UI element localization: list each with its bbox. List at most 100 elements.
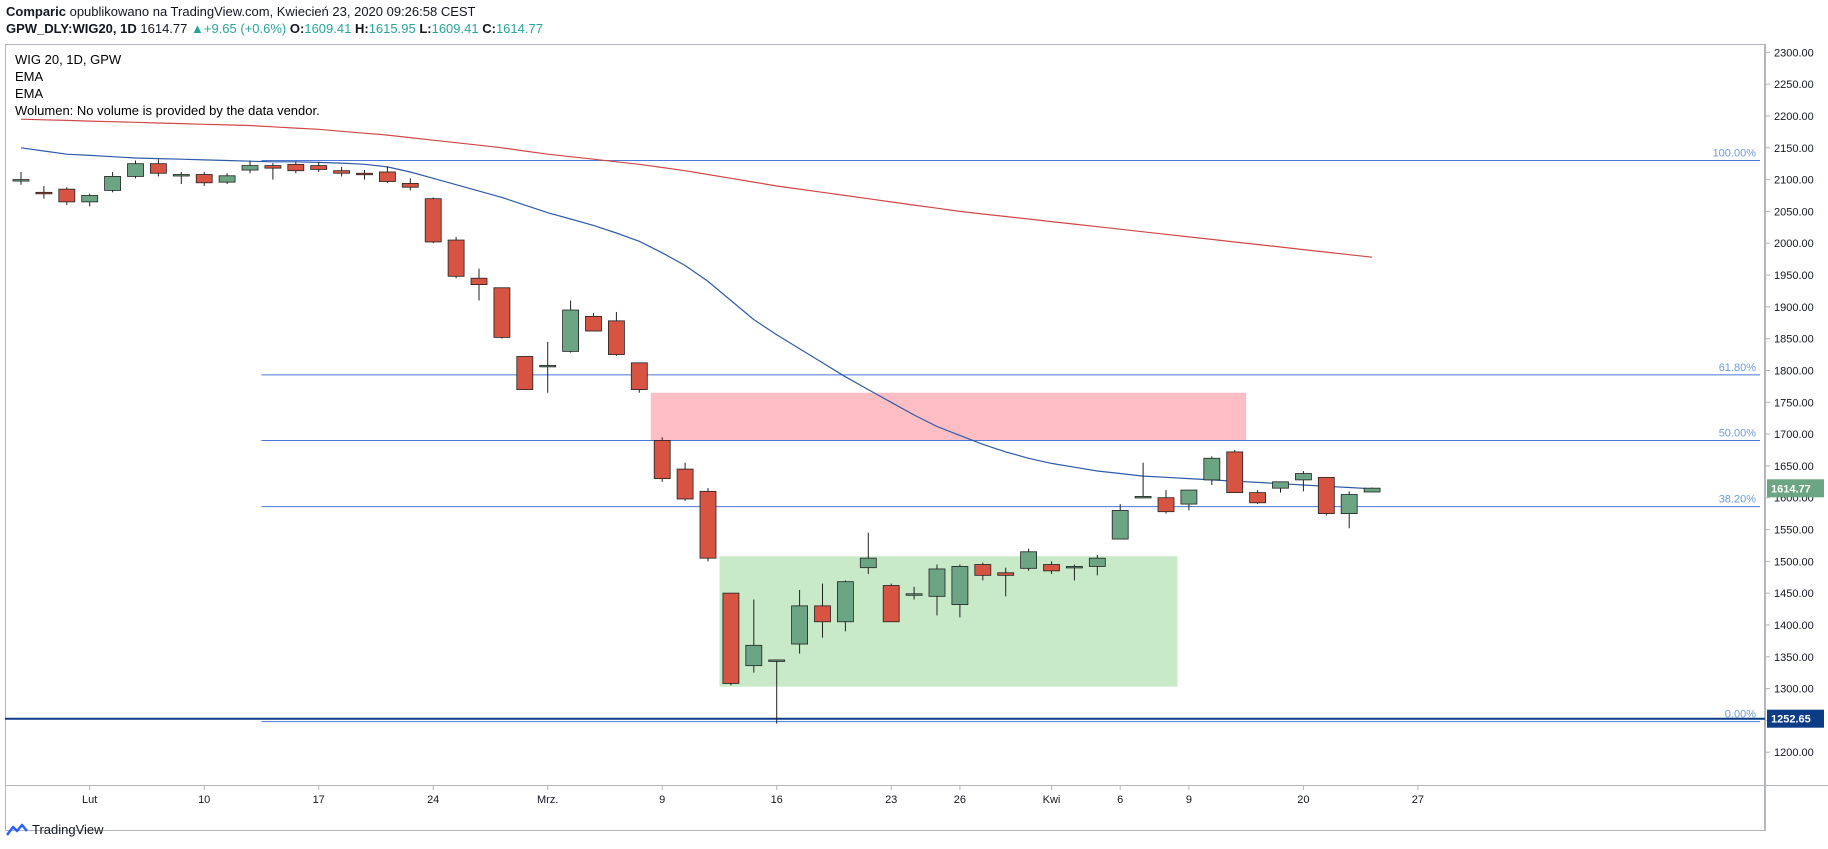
candle-body [287, 163, 305, 172]
candle-body [1066, 566, 1083, 569]
last-price-tag [1767, 479, 1824, 498]
time-tick-label: Kwi [1043, 794, 1061, 806]
low-label: L: [419, 21, 432, 36]
ema-slow-line [20, 118, 1373, 258]
candle [745, 599, 763, 673]
candle-body [218, 175, 236, 183]
candle [1134, 462, 1152, 499]
candle-body [1111, 510, 1129, 540]
candle-body [12, 179, 30, 182]
price-change: +9.65 (+0.6%) [203, 21, 287, 36]
candle [1203, 456, 1221, 485]
candle-body [1249, 492, 1266, 504]
candle-body [264, 165, 282, 169]
published-text: opublikowano na TradingView.com, Kwiecie… [69, 4, 476, 19]
candle [81, 193, 99, 207]
candle-body [127, 163, 144, 177]
candle [1272, 481, 1289, 493]
candle [241, 160, 259, 174]
candle [585, 313, 602, 332]
candle-body [1340, 494, 1358, 515]
fibonacci-layer: 100.00% 61.80% 50.00% 38.20% 0.00% [5, 148, 1765, 723]
resistance-zone [650, 392, 1247, 441]
candle [1295, 470, 1312, 492]
plot-frame [5, 44, 1765, 831]
candle [218, 173, 236, 185]
support-price-tag-label: 1252.65 [1771, 714, 1811, 726]
time-tick-label: 23 [885, 794, 897, 806]
candle-body [447, 239, 465, 277]
candle [264, 163, 282, 180]
candle [287, 161, 305, 174]
candle [104, 171, 121, 193]
price-tick-label: 1450.00 [1774, 588, 1814, 600]
price-tick-label: 1300.00 [1774, 684, 1814, 696]
price-tick-label: 1900.00 [1774, 302, 1814, 314]
candle-body [676, 468, 694, 500]
symbol-label: GPW_DLY:WIG20, 1D [6, 21, 137, 36]
candle-body [539, 364, 557, 368]
candle [1226, 449, 1244, 494]
candle-body [1363, 487, 1381, 493]
legend-title[interactable]: WIG 20, 1D, GPW [15, 52, 122, 67]
candle-body [837, 581, 854, 623]
candle [12, 171, 30, 185]
candle-body [493, 287, 511, 338]
time-tick-label: 9 [1186, 794, 1192, 806]
candle [768, 659, 786, 724]
candle-body [722, 592, 740, 684]
candle [333, 166, 351, 177]
candle-body [1226, 451, 1244, 494]
author-name[interactable]: Comparic [6, 4, 66, 19]
legend-ema-slow[interactable]: EMA [15, 86, 44, 101]
candle-body [333, 170, 351, 174]
candle-body [1020, 551, 1037, 569]
ema-fast-line [20, 147, 1373, 490]
price-tick-label: 1400.00 [1774, 620, 1814, 632]
candle-body [1157, 497, 1175, 513]
fib-level-label: 50.00% [1719, 427, 1757, 439]
price-tick-label: 1350.00 [1774, 652, 1814, 664]
candle-body [104, 176, 121, 191]
candles-layer [12, 159, 1381, 724]
price-axis[interactable]: 2300.00 2250.00 2200.00 2150.00 2100.00 2050.… [1765, 47, 1814, 759]
candle-body [149, 163, 167, 174]
candle-body [562, 309, 579, 352]
candle [516, 356, 534, 390]
candle-body [791, 605, 808, 645]
candle-body [997, 572, 1015, 576]
candle [172, 171, 190, 185]
time-axis[interactable]: Lut 10 17 24 Mrz. 9 16 23 26 Kwi 6 9 20 27 [82, 785, 1424, 806]
price-tick-label: 1700.00 [1774, 429, 1814, 441]
up-triangle-icon: ▲ [191, 21, 204, 36]
time-tick-label: 20 [1297, 794, 1309, 806]
candle [1020, 548, 1037, 571]
legend-volume: Wolumen: No volume is provided by the da… [15, 103, 320, 118]
time-tick-label: 16 [771, 794, 783, 806]
candle [699, 488, 717, 562]
candle [653, 437, 671, 482]
candle [493, 287, 511, 339]
candle [1249, 490, 1266, 505]
candle-body [470, 277, 488, 285]
fib-level-label: 61.80% [1719, 362, 1757, 374]
candle-body [378, 171, 396, 182]
tradingview-brand[interactable]: TradingView [6, 822, 104, 837]
candle-body [882, 585, 900, 623]
price-tick-label: 2200.00 [1774, 111, 1814, 123]
candle [424, 197, 442, 244]
chart-legend: WIG 20, 1D, GPW EMA EMA Wolumen: No volu… [15, 52, 320, 118]
candle-body [1295, 473, 1312, 481]
candle [837, 580, 854, 632]
candle-body [81, 195, 99, 203]
candle-body [814, 605, 831, 623]
time-tick-label: 9 [659, 794, 665, 806]
time-tick-label: Lut [82, 794, 97, 806]
candle [470, 268, 488, 301]
time-tick-label: 17 [313, 794, 325, 806]
legend-ema-fast[interactable]: EMA [15, 69, 44, 84]
price-tick-label: 1500.00 [1774, 556, 1814, 568]
candle-body [195, 174, 213, 184]
price-tick-label: 2000.00 [1774, 238, 1814, 250]
